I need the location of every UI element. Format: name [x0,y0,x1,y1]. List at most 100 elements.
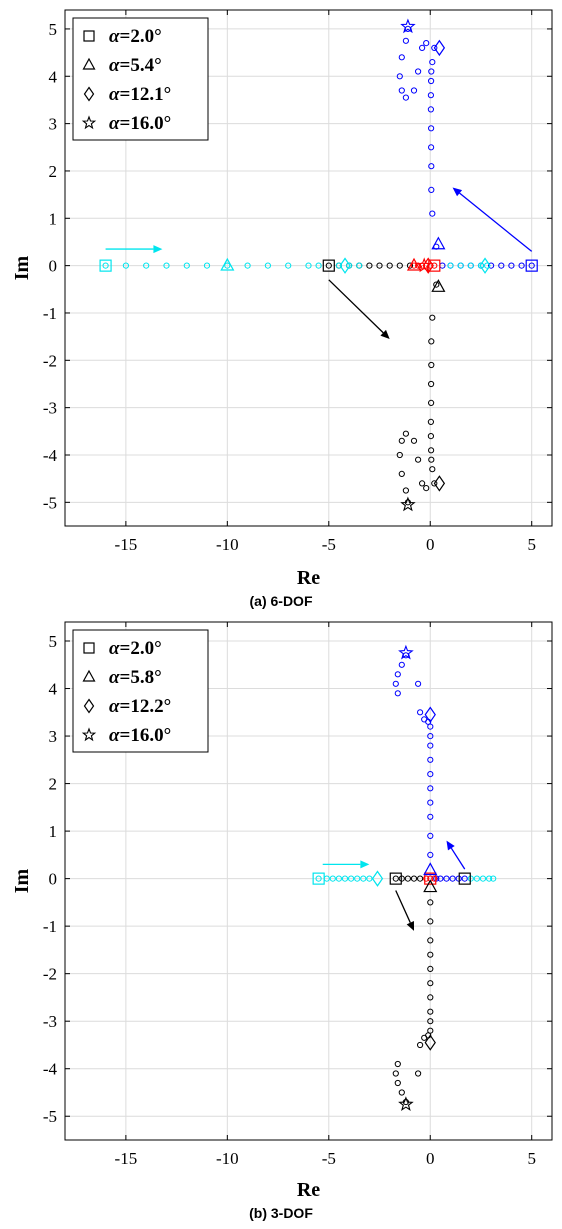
data-point [417,709,424,716]
data-point [404,875,411,882]
y-axis-label: Im [11,255,33,280]
x-tick-label: 0 [426,535,435,554]
data-point [394,1060,401,1068]
x-axis-label: Re [297,1179,320,1201]
data-point [427,733,434,740]
data-point [427,771,434,778]
direction-arrows [322,840,466,931]
legend-marker-diamond [83,698,95,714]
arrow-line [395,890,411,923]
legend-box [72,629,209,753]
x-axis-label: Re [297,567,320,589]
data-point [376,262,383,269]
data-point [315,875,322,882]
data-point [427,951,434,958]
data-point [443,875,450,882]
data-point [285,262,292,269]
data-point [402,487,409,494]
axis-ticks: -15 -10 -5 0 5 5 4 3 2 1 0 -1 -2 -3 -4 -5 [43,10,552,554]
data-point [396,451,403,459]
arrow-head [452,187,463,197]
marker-square [312,872,325,885]
marker-square [99,259,112,272]
arrow-head [406,921,415,931]
data-point [398,1089,405,1096]
marker-triangle [406,257,422,271]
y-tick-label: 0 [49,870,58,889]
legend-box [72,17,209,141]
data-point [528,262,535,269]
y-tick-label: 2 [49,775,58,794]
legend-entry: α=5.8° [109,667,162,688]
data-point [163,262,170,269]
data-point [473,875,480,882]
legend-symbol: α [109,725,120,746]
data-point [428,447,435,454]
x-tick-label: -5 [322,1149,336,1168]
y-tick-label: 1 [49,209,58,228]
data-point [518,262,525,269]
legend-marker-square [83,642,95,654]
data-point [427,980,434,987]
data-point [428,186,435,193]
data-point [429,466,436,473]
data-point [467,262,474,269]
data-point [427,742,434,749]
data-point [406,262,414,269]
data-point [402,430,409,437]
data-point [392,1070,399,1077]
data-point [398,87,405,94]
arrow-head [153,245,163,254]
x-tick-label: -5 [322,535,336,554]
legend-marker-diamond [83,86,95,102]
data-point [264,262,271,269]
data-point [398,470,405,477]
data-point [335,875,342,882]
legend-symbol: α [109,696,120,717]
y-tick-label: -4 [43,1060,58,1079]
data-point [427,756,434,763]
data-point [102,262,109,269]
y-tick-label: -3 [43,1012,57,1031]
direction-arrows [105,187,533,340]
arrow-line [450,847,466,870]
data-point [428,456,435,463]
y-tick-label: 3 [49,115,58,134]
data-point [325,262,332,269]
data-point [428,399,435,406]
data-point [490,875,497,882]
data-point [398,54,405,61]
x-tick-label: 5 [527,535,536,554]
data-point [396,262,403,269]
data-point [122,262,130,269]
y-tick-label: 3 [49,727,58,746]
data-point [415,68,422,75]
marker-square [424,872,437,885]
legend-entry: α=2.0° [109,26,162,47]
legend-symbol: α [109,638,120,659]
marker-diamond [339,257,351,274]
y-tick-label: 4 [49,680,58,699]
data-point [394,1079,401,1087]
data-point [392,680,399,687]
data-point [421,716,428,723]
legend-marker-square [83,30,95,42]
data-point [428,77,435,85]
data-point [315,262,322,269]
data-point [417,875,424,882]
data-point [508,262,515,269]
data-point [398,437,405,444]
data-point [427,851,434,859]
legend-symbol: α [109,113,120,134]
plot-area [64,621,553,1141]
data-point [410,262,418,269]
marker-star [398,1096,414,1111]
x-tick-label: -15 [115,1149,138,1168]
data-point [428,144,435,151]
data-point [427,1008,434,1015]
data-point [427,994,434,1001]
marker-diamond [433,39,446,57]
data-point [423,875,430,882]
